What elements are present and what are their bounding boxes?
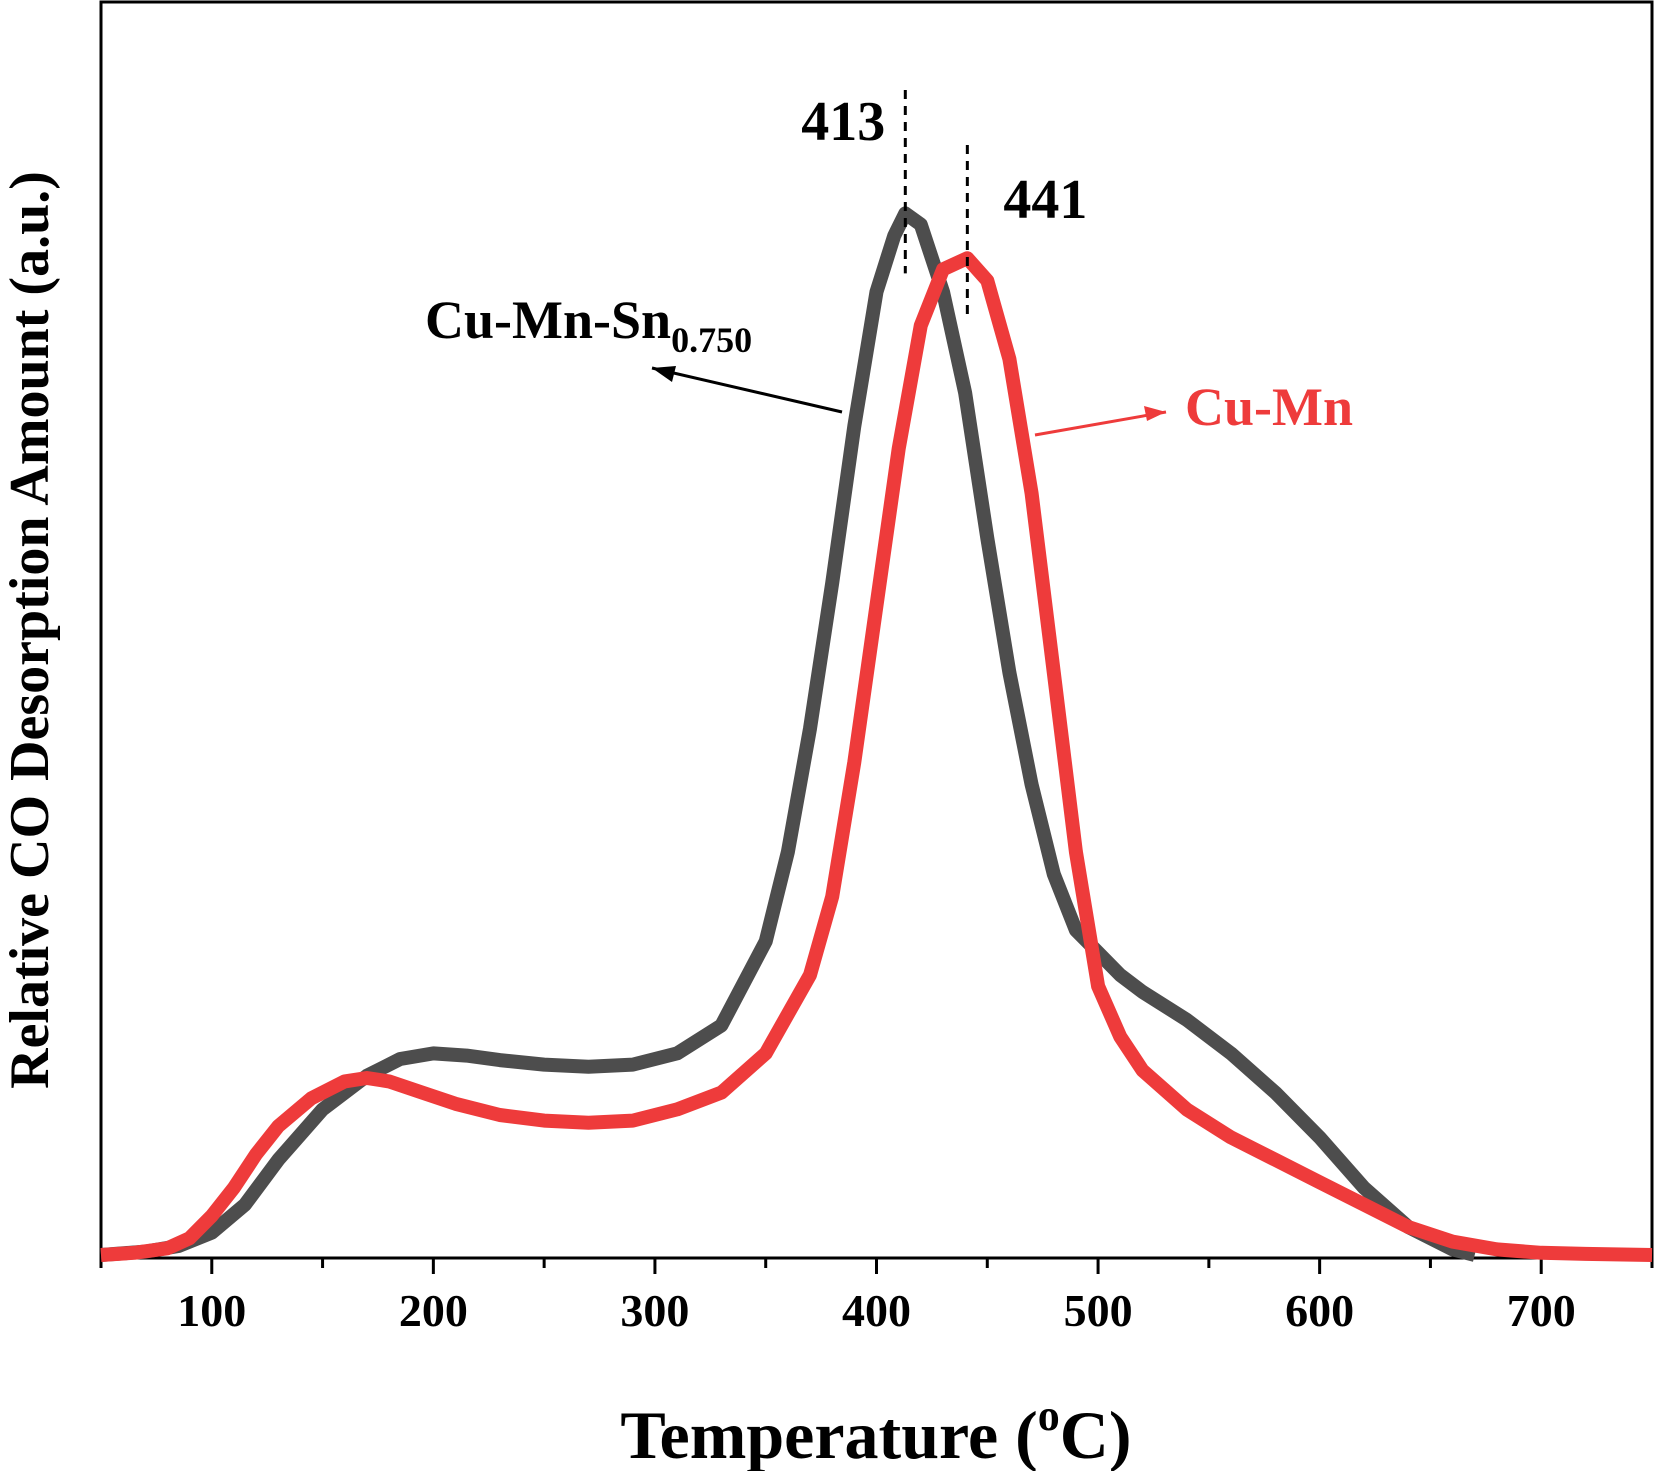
- series-label-cu-mn: Cu-Mn: [1185, 377, 1353, 437]
- x-tick-label-300: 300: [620, 1285, 689, 1336]
- pointer-arrowhead-cu-mn: [1144, 406, 1166, 421]
- x-tick-label-600: 600: [1285, 1285, 1354, 1336]
- series-label-cu-mn-sn: Cu-Mn-Sn0.750: [425, 290, 752, 360]
- x-tick-label-500: 500: [1064, 1285, 1133, 1336]
- x-tick-label-100: 100: [177, 1285, 246, 1336]
- pointer-arrowhead-cu-mn-sn: [652, 366, 676, 382]
- annotations-group: 413 441: [801, 90, 1087, 319]
- series-label-cu-mn-sn-sub: 0.750: [671, 320, 752, 360]
- pointer-arrow-cu-mn: [1034, 410, 1167, 437]
- x-tick-label-400: 400: [842, 1285, 911, 1336]
- pointer-arrow-cu-mn-sn: [651, 366, 843, 414]
- series-line-cu-mn: [100, 251, 1653, 1262]
- peak-label-441: 441: [1003, 169, 1087, 231]
- x-tick-label-700: 700: [1507, 1285, 1576, 1336]
- x-axis-ticks: [99, 1258, 1654, 1274]
- x-axis-tick-labels: 100 200 300 400 500 600 700: [177, 1285, 1575, 1336]
- series-label-cu-mn-sn-main: Cu-Mn-Sn: [425, 290, 671, 350]
- series-group: [100, 206, 1653, 1262]
- x-axis-label: Temperature (oC): [620, 1391, 1131, 1471]
- peak-label-413: 413: [801, 91, 885, 153]
- y-axis-label: Relative CO Desorption Amount (a.u.): [0, 171, 61, 1089]
- x-tick-label-200: 200: [399, 1285, 468, 1336]
